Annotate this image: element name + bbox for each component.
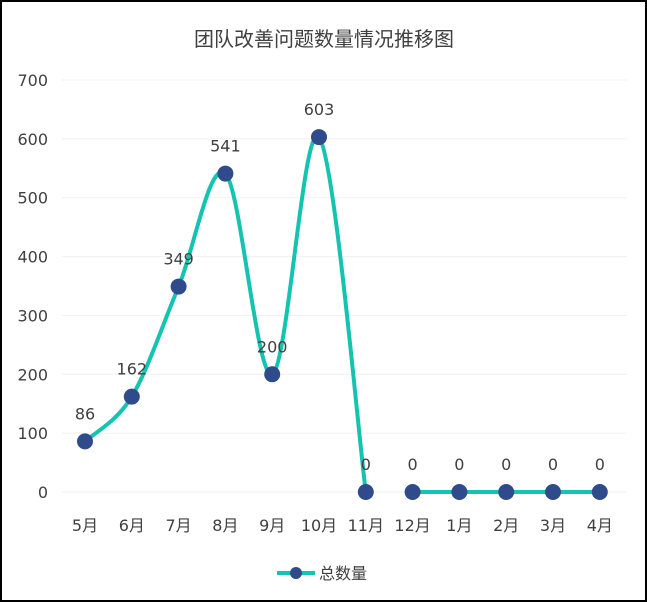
x-tick-label: 7月 (166, 516, 192, 535)
x-tick-label: 12月 (394, 516, 430, 535)
x-tick-label: 3月 (540, 516, 566, 535)
data-point[interactable] (170, 278, 187, 295)
data-label: 200 (257, 337, 288, 356)
data-point[interactable] (451, 484, 468, 500)
x-tick-label: 10月 (301, 516, 337, 535)
series-line (83, 134, 368, 493)
x-tick-label: 2月 (493, 516, 519, 535)
data-point[interactable] (123, 388, 140, 405)
x-tick-label: 6月 (119, 516, 145, 535)
data-point[interactable] (264, 366, 281, 383)
data-label: 0 (548, 455, 558, 474)
y-tick-label: 400 (17, 248, 48, 267)
data-label: 603 (304, 100, 335, 119)
y-tick-label: 700 (17, 71, 48, 90)
y-tick-label: 500 (17, 189, 48, 208)
data-label: 86 (75, 404, 95, 423)
legend-marker (290, 567, 302, 579)
data-label: 162 (117, 360, 148, 379)
data-point[interactable] (311, 129, 327, 146)
data-label: 349 (163, 250, 194, 269)
x-tick-label: 11月 (348, 516, 384, 535)
data-label: 0 (408, 455, 418, 474)
data-point[interactable] (591, 484, 608, 500)
data-point[interactable] (498, 484, 515, 500)
data-point[interactable] (357, 484, 374, 500)
chart-title: 团队改善问题数量情况推移图 (194, 27, 454, 51)
x-tick-label: 8月 (212, 516, 238, 535)
x-tick-label: 9月 (259, 516, 285, 535)
data-label: 0 (361, 455, 371, 474)
data-label: 0 (454, 455, 464, 474)
y-tick-label: 100 (17, 424, 48, 443)
y-tick-label: 600 (17, 130, 48, 149)
x-tick-label: 1月 (446, 516, 472, 535)
data-label: 0 (501, 455, 511, 474)
x-tick-label: 5月 (72, 516, 98, 535)
y-tick-label: 200 (17, 365, 48, 384)
data-point[interactable] (545, 484, 561, 500)
data-point[interactable] (77, 433, 93, 450)
legend-label: 总数量 (319, 564, 367, 583)
legend[interactable]: 总数量 (277, 564, 367, 583)
y-tick-label: 0 (38, 483, 48, 502)
data-label: 0 (595, 455, 605, 474)
data-point[interactable] (404, 484, 421, 500)
data-label: 541 (210, 137, 241, 156)
data-point[interactable] (217, 165, 234, 182)
y-tick-label: 300 (17, 306, 48, 325)
x-tick-label: 4月 (587, 516, 613, 535)
